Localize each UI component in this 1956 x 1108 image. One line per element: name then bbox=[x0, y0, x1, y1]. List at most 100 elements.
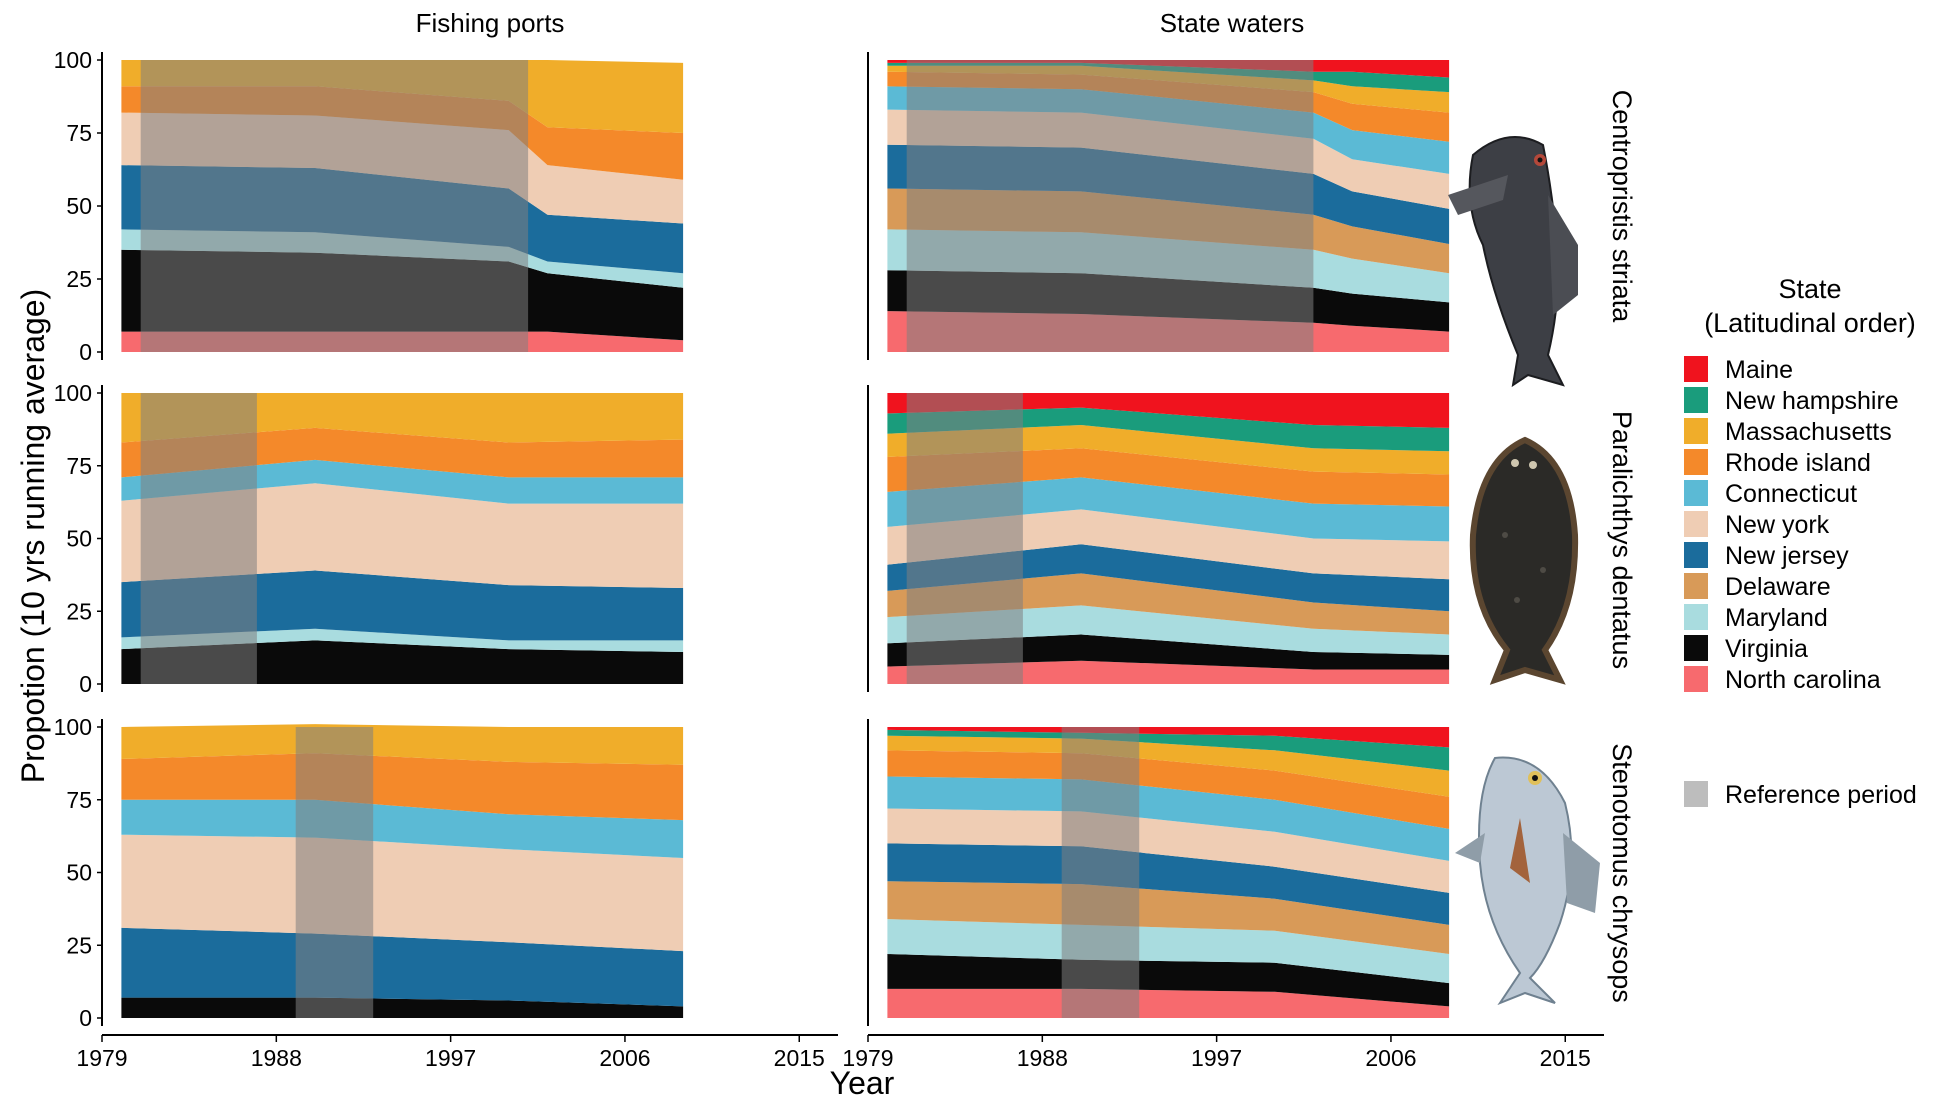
row-title-stenotomus-chrysops: Stenotomus chrysops bbox=[1607, 743, 1637, 1003]
panel-stenotomus-fishing-ports bbox=[121, 724, 684, 1018]
area-connecticut bbox=[887, 477, 1450, 542]
legend-label-new-hampshire: New hampshire bbox=[1725, 387, 1899, 415]
area-rhode-island bbox=[121, 427, 684, 478]
area-rhode-island bbox=[887, 750, 1450, 829]
y-tick-label: 25 bbox=[66, 598, 92, 624]
area-virginia bbox=[121, 640, 684, 684]
area-north-carolina bbox=[887, 988, 1450, 1018]
summer-flounder-image bbox=[1469, 436, 1579, 685]
area-virginia bbox=[887, 954, 1450, 1007]
legend-swatch-reference-period bbox=[1684, 781, 1708, 807]
y-tick-label: 0 bbox=[79, 339, 92, 365]
area-new-york bbox=[887, 808, 1450, 893]
axes-group: 0 25 50 75 100 0 25 50 75 100 0 25 50 75 100 1979 1988 19… bbox=[54, 47, 1604, 1071]
area-massachusetts bbox=[121, 724, 684, 765]
legend-swatch-new-jersey bbox=[1684, 542, 1708, 568]
legend-swatch-new-hampshire bbox=[1684, 387, 1708, 413]
black-sea-bass-image bbox=[1448, 136, 1578, 388]
y-tick-label: 50 bbox=[66, 193, 92, 219]
reference-period-band bbox=[906, 60, 1314, 352]
x-tick-label: 1997 bbox=[1191, 1045, 1242, 1071]
panel-stenotomus-state-waters bbox=[887, 727, 1450, 1018]
y-tick-label: 50 bbox=[66, 860, 92, 886]
area-north-carolina bbox=[887, 660, 1450, 684]
legend-swatch-virginia bbox=[1684, 635, 1708, 661]
area-virginia bbox=[121, 997, 684, 1018]
y-tick-label: 0 bbox=[79, 1005, 92, 1031]
y-tick-label: 25 bbox=[66, 932, 92, 958]
reference-period-band bbox=[140, 393, 257, 684]
area-connecticut bbox=[121, 799, 684, 858]
legend-label-maryland: Maryland bbox=[1725, 604, 1828, 632]
y-tick-label: 50 bbox=[66, 526, 92, 552]
x-tick-label: 2015 bbox=[1540, 1045, 1591, 1071]
area-maryland bbox=[887, 605, 1450, 655]
area-new-york bbox=[887, 509, 1450, 580]
area-new-york bbox=[121, 483, 684, 588]
legend-swatch-north-carolina bbox=[1684, 666, 1708, 692]
area-new-jersey bbox=[121, 927, 684, 1007]
y-tick-label: 25 bbox=[66, 266, 92, 292]
area-connecticut bbox=[887, 776, 1450, 861]
x-tick-label: 1997 bbox=[425, 1045, 476, 1071]
y-tick-label: 75 bbox=[66, 453, 92, 479]
area-new-hampshire bbox=[887, 407, 1450, 452]
legend-title-line2: (Latitudinal order) bbox=[1704, 308, 1916, 338]
x-tick-label: 2006 bbox=[1365, 1045, 1416, 1071]
panel-paralichthys-fishing-ports bbox=[121, 393, 684, 684]
area-massachusetts bbox=[121, 393, 684, 443]
y-axis-label: Propotion (10 yrs running average) bbox=[15, 289, 51, 784]
area-virginia bbox=[887, 634, 1450, 670]
x-tick-label: 1979 bbox=[842, 1045, 893, 1071]
x-tick-label: 2006 bbox=[599, 1045, 650, 1071]
y-tick-label: 100 bbox=[54, 47, 92, 73]
legend-swatch-rhode-island bbox=[1684, 449, 1708, 475]
area-maine bbox=[887, 727, 1450, 748]
legend-label-maine: Maine bbox=[1725, 356, 1793, 384]
legend-label-new-york: New york bbox=[1725, 511, 1830, 539]
legend-swatch-maine bbox=[1684, 356, 1708, 382]
legend-label-delaware: Delaware bbox=[1725, 573, 1831, 601]
area-new-hampshire bbox=[887, 729, 1450, 771]
legend-label-virginia: Virginia bbox=[1725, 635, 1808, 663]
area-delaware bbox=[887, 881, 1450, 954]
area-rhode-island bbox=[121, 753, 684, 821]
x-axis-label: Year bbox=[830, 1065, 895, 1101]
column-title-fishing-ports: Fishing ports bbox=[416, 8, 565, 38]
legend-swatch-new-york bbox=[1684, 511, 1708, 537]
legend-items: Maine New hampshire Massachusetts Rhode isl… bbox=[1684, 356, 1899, 694]
reference-period-band bbox=[295, 727, 374, 1018]
legend-swatch-maryland bbox=[1684, 604, 1708, 630]
area-maryland bbox=[887, 919, 1450, 984]
legend-label-rhode-island: Rhode island bbox=[1725, 449, 1871, 477]
area-maine bbox=[887, 393, 1450, 428]
y-tick-label: 75 bbox=[66, 120, 92, 146]
reference-period-band bbox=[906, 393, 1023, 684]
legend-label-massachusetts: Massachusetts bbox=[1725, 418, 1892, 446]
area-new-jersey bbox=[121, 570, 684, 641]
y-tick-label: 100 bbox=[54, 714, 92, 740]
x-tick-label: 1988 bbox=[251, 1045, 302, 1071]
panel-centropristis-state-waters bbox=[887, 60, 1450, 352]
legend-label-north-carolina: North carolina bbox=[1725, 666, 1881, 694]
area-massachusetts bbox=[887, 735, 1450, 797]
x-tick-label: 1988 bbox=[1017, 1045, 1068, 1071]
reference-period-band bbox=[140, 60, 529, 352]
x-tick-label: 2015 bbox=[774, 1045, 825, 1071]
row-title-centropristis-striata: Centropristis striata bbox=[1607, 90, 1637, 324]
area-rhode-island bbox=[887, 448, 1450, 507]
legend-title-line1: State bbox=[1778, 274, 1841, 304]
area-massachusetts bbox=[887, 425, 1450, 475]
area-delaware bbox=[887, 573, 1450, 635]
y-tick-label: 75 bbox=[66, 787, 92, 813]
legend-label-reference-period: Reference period bbox=[1725, 781, 1917, 809]
area-connecticut bbox=[121, 459, 684, 504]
column-title-state-waters: State waters bbox=[1160, 8, 1305, 38]
legend: State (Latitudinal order) Maine New hamps… bbox=[1684, 274, 1917, 809]
area-new-york bbox=[121, 834, 684, 952]
scup-image bbox=[1455, 756, 1600, 1006]
area-new-jersey bbox=[887, 843, 1450, 925]
y-tick-label: 0 bbox=[79, 671, 92, 697]
legend-swatch-connecticut bbox=[1684, 480, 1708, 506]
